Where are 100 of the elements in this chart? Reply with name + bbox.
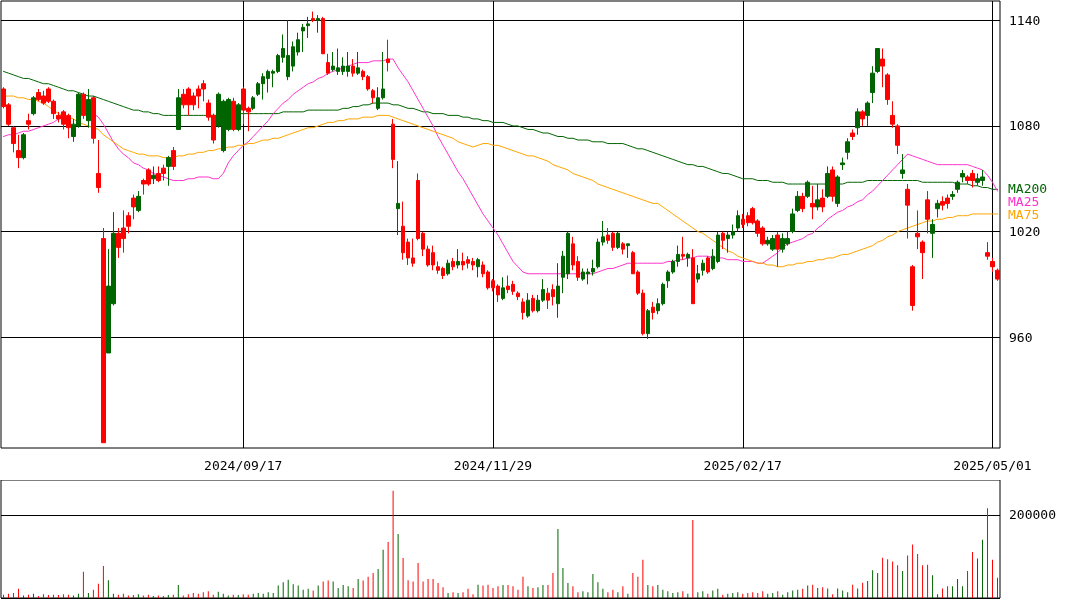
candlestick [101, 227, 106, 444]
candlestick [386, 39, 390, 72]
series-label: MA75 [1008, 207, 1040, 223]
candlestick [860, 109, 865, 127]
candlestick [905, 183, 910, 240]
y-tick-label: 960 [1009, 329, 1033, 345]
candlestick [126, 211, 131, 234]
candlestick [371, 88, 375, 104]
candlestick [950, 190, 955, 201]
candlestick [446, 259, 450, 277]
candlestick [995, 268, 1000, 282]
candlestick [706, 255, 710, 275]
candlestick [456, 248, 460, 269]
candlestick [526, 292, 530, 319]
candlestick [701, 259, 705, 277]
candlestick [166, 155, 171, 187]
candlestick [646, 308, 650, 340]
candlestick [531, 294, 535, 313]
candlestick [935, 199, 940, 218]
candlestick [316, 14, 320, 34]
candlestick [391, 118, 395, 169]
x-tick-label: 2025/05/01 [953, 458, 1032, 473]
y-tick-label: 1140 [1009, 12, 1041, 28]
candlestick [960, 169, 965, 183]
candlestick [231, 97, 236, 132]
candlestick [820, 188, 825, 213]
candlestick [451, 257, 455, 271]
x-tick-label: 2024/11/29 [453, 458, 533, 473]
candlestick [351, 58, 355, 78]
candlestick [840, 157, 845, 171]
y-tick-label: 200000 [1009, 507, 1056, 523]
candlestick [356, 51, 360, 76]
candlestick [736, 209, 740, 233]
candlestick [301, 23, 305, 53]
candlestick [925, 190, 930, 234]
candlestick [91, 95, 96, 145]
candlestick [985, 241, 990, 261]
candlestick [251, 95, 255, 111]
candlestick [556, 262, 560, 319]
candlestick [790, 208, 795, 234]
candlestick [915, 209, 920, 250]
candlestick [721, 231, 725, 250]
candlestick [21, 132, 26, 160]
candlestick [136, 190, 141, 213]
candlestick [176, 88, 181, 130]
candlestick [31, 95, 36, 116]
candlestick [890, 100, 895, 129]
candlestick [895, 123, 900, 155]
x-tick-label: 2025/02/17 [703, 458, 782, 473]
candlestick [516, 290, 520, 301]
series-label: MA25 [1008, 194, 1040, 210]
candlestick [131, 194, 136, 220]
candlestick [521, 297, 525, 321]
candlestick [236, 102, 241, 132]
candlestick [870, 65, 875, 104]
candlestick [681, 236, 685, 261]
candlestick [81, 92, 86, 120]
line-series [3, 95, 998, 268]
candlestick [696, 264, 700, 284]
candlestick [795, 190, 800, 213]
candlestick [880, 48, 885, 88]
candlestick [151, 165, 156, 185]
candlestick [11, 125, 16, 153]
candlestick [990, 257, 995, 273]
candlestick [476, 257, 480, 278]
candlestick [86, 88, 91, 129]
candlestick [621, 241, 625, 255]
candlestick [691, 248, 695, 305]
candlestick [616, 231, 620, 250]
y-tick-label: 1080 [1009, 118, 1041, 134]
candlestick [930, 218, 935, 259]
candlestick [875, 48, 880, 74]
candlestick [651, 301, 655, 321]
candlestick [830, 165, 835, 203]
candlestick [16, 134, 21, 169]
candlestick [396, 160, 400, 236]
candlestick [686, 252, 690, 268]
candlestick [855, 107, 860, 136]
candlestick [311, 11, 315, 23]
candlestick [775, 231, 780, 268]
y-tick-label: 1020 [1009, 224, 1041, 240]
candlestick [900, 153, 905, 180]
candlestick [850, 128, 855, 141]
candlestick [326, 53, 330, 76]
candlestick [810, 185, 815, 220]
candlestick [910, 264, 915, 312]
candlestick [171, 146, 176, 171]
candlestick [845, 137, 850, 160]
series-label: MA200 [1008, 181, 1048, 197]
candlestick [920, 239, 925, 280]
candlestick [306, 16, 310, 39]
candlestick [800, 192, 805, 213]
x-tick-label: 2024/09/17 [204, 458, 283, 473]
candlestick [626, 243, 630, 259]
candlestick [885, 72, 890, 106]
candlestick [96, 139, 101, 194]
candlestick [501, 276, 505, 301]
candlestick [321, 16, 325, 55]
candlestick [865, 100, 870, 127]
candlestick [26, 113, 31, 130]
